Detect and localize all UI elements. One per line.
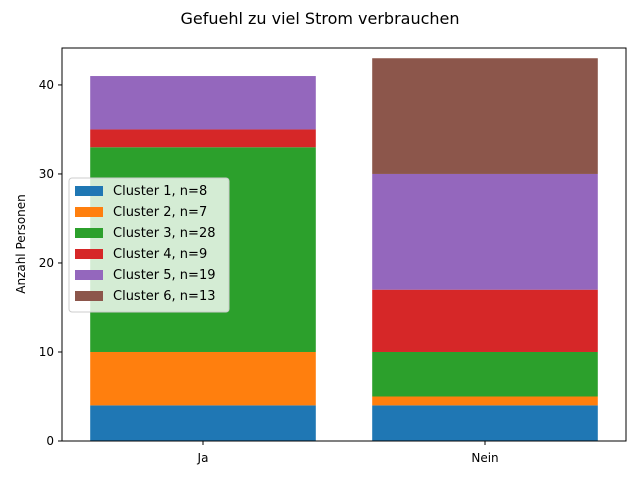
y-tick-label: 20 — [39, 256, 54, 270]
legend-label-cluster-1: Cluster 1, n=8 — [113, 184, 207, 199]
legend-swatch-cluster-5 — [75, 270, 103, 280]
bar-segment-nein-cluster-6 — [372, 58, 598, 174]
bar-segment-ja-cluster-4 — [90, 129, 316, 148]
bar-segment-ja-cluster-1 — [90, 405, 316, 441]
y-tick-label: 10 — [39, 345, 54, 359]
bar-segment-nein-cluster-3 — [372, 351, 598, 397]
axes-group: 0 10 20 30 40 Ja Nein — [39, 47, 627, 465]
legend-label-cluster-3: Cluster 3, n=28 — [113, 226, 215, 241]
legend-swatch-cluster-3 — [75, 228, 103, 238]
legend-swatch-cluster-6 — [75, 291, 103, 301]
legend-label-cluster-5: Cluster 5, n=19 — [113, 268, 215, 283]
legend-label-cluster-4: Cluster 4, n=9 — [113, 247, 207, 262]
bar-segment-nein-cluster-5 — [372, 173, 598, 290]
legend-label-cluster-6: Cluster 6, n=13 — [113, 289, 215, 304]
legend-swatch-cluster-1 — [75, 186, 103, 196]
y-tick-label: 0 — [46, 434, 54, 448]
legend: Cluster 1, n=8 Cluster 2, n=7 Cluster 3, n… — [68, 177, 230, 313]
y-axis-label: Anzahl Personen — [14, 194, 28, 294]
legend-box — [68, 177, 230, 313]
y-tick-label: 40 — [39, 78, 54, 92]
bar-segment-ja-cluster-5 — [90, 76, 316, 130]
x-tick-label: Ja — [197, 451, 209, 465]
chart-title: Gefuehl zu viel Strom verbrauchen — [180, 9, 459, 28]
bar-segment-ja-cluster-2 — [90, 351, 316, 406]
bar-segment-nein-cluster-1 — [372, 405, 598, 441]
legend-label-cluster-2: Cluster 2, n=7 — [113, 205, 207, 220]
plot-frame — [61, 47, 627, 442]
bar-segment-nein-cluster-2 — [372, 396, 598, 406]
bars-group — [90, 58, 598, 441]
legend-swatch-cluster-2 — [75, 207, 103, 217]
y-tick-label: 30 — [39, 167, 54, 181]
bar-segment-nein-cluster-4 — [372, 289, 598, 352]
legend-swatch-cluster-4 — [75, 249, 103, 259]
x-tick-label: Nein — [471, 451, 498, 465]
